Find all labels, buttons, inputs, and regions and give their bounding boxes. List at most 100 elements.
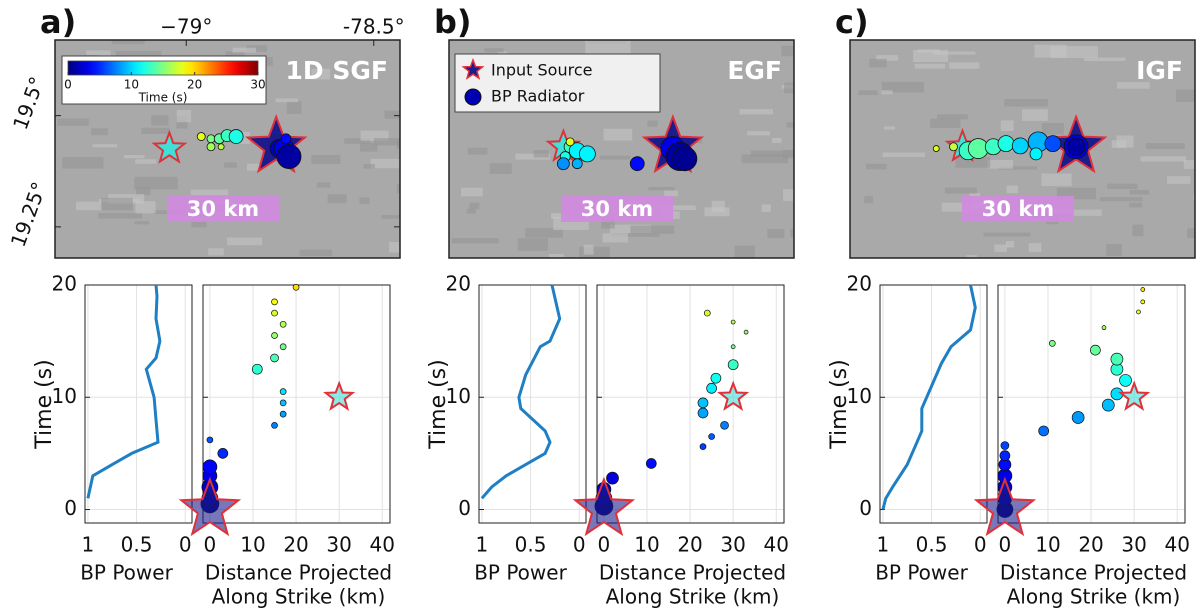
terrain-patch	[579, 247, 610, 258]
bp-radiator	[728, 360, 738, 370]
terrain-patch	[966, 255, 977, 268]
x-tick-label: 40	[370, 533, 395, 557]
x-tick-label: 0.5	[515, 533, 547, 557]
terrain-patch	[227, 238, 262, 246]
terrain-patch	[739, 109, 773, 114]
x-tick-label: 0	[573, 533, 586, 557]
panel-label: c)	[835, 3, 869, 41]
y-tick-label: 20	[52, 272, 77, 296]
y-axis-label: Time (s)	[426, 359, 451, 449]
terrain-patch	[603, 129, 632, 141]
terrain-patch	[930, 119, 960, 128]
terrain-patch	[712, 201, 725, 212]
bp-radiator	[272, 422, 278, 428]
bp-radiator	[579, 146, 595, 162]
terrain-patch	[630, 226, 674, 234]
x-axis-label: BP Power	[875, 561, 968, 585]
terrain-patch	[949, 62, 979, 68]
terrain-patch	[484, 48, 503, 52]
x-axis-label: Distance Projected	[599, 561, 786, 585]
axes-frame	[479, 285, 586, 523]
x-tick-label: 0	[179, 533, 192, 557]
bp-radiator	[1067, 138, 1085, 156]
colorbar-tick-label: 30	[250, 78, 265, 92]
legend-label: BP Radiator	[491, 87, 585, 106]
bp-radiator	[272, 310, 278, 316]
terrain-patch	[584, 245, 594, 255]
terrain-patch	[389, 242, 431, 252]
bp-radiator	[673, 147, 697, 171]
terrain-patch	[91, 128, 108, 135]
bp-radiator	[1039, 426, 1049, 436]
terrain-patch	[141, 128, 169, 134]
terrain-patch	[864, 196, 873, 203]
scalebar-label: 30 km	[982, 197, 1054, 221]
terrain-patch	[1022, 109, 1048, 121]
bp-radiator	[218, 448, 228, 458]
terrain-patch	[858, 90, 877, 95]
bp-radiator	[731, 320, 735, 324]
terrain-patch	[134, 177, 177, 189]
terrain-patch	[359, 197, 369, 204]
figure: a)1D SGF−79°-78.5°19.5°19.25°30 km010203…	[0, 0, 1196, 613]
x-tick-label: 40	[1165, 533, 1190, 557]
bp-radiator	[950, 143, 958, 151]
terrain-patch	[747, 131, 770, 135]
terrain-patch	[945, 188, 977, 194]
terrain-patch	[1167, 176, 1190, 184]
bp-radiator	[252, 364, 262, 374]
terrain-patch	[1042, 123, 1064, 135]
terrain-patch	[1041, 174, 1071, 187]
terrain-patch	[647, 121, 657, 127]
terrain-patch	[1184, 160, 1196, 169]
terrain-patch	[783, 150, 798, 159]
terrain-patch	[112, 40, 145, 44]
terrain-patch	[134, 221, 149, 224]
terrain-patch	[1034, 45, 1066, 58]
x-tick-label: 1	[877, 533, 890, 557]
y-tick-label: 0	[458, 496, 471, 520]
y-axis-label: Time (s)	[827, 359, 852, 449]
input-source	[575, 480, 632, 534]
terrain-patch	[869, 59, 886, 68]
bp-radiator	[218, 144, 224, 150]
terrain-patch	[135, 159, 156, 164]
terrain-patch	[101, 198, 133, 211]
x-tick-label: 20	[1078, 533, 1103, 557]
y-axis-label: Time (s)	[32, 359, 57, 449]
x-axis-label: Distance Projected	[205, 561, 392, 585]
terrain-patch	[1141, 156, 1187, 161]
terrain-patch	[918, 49, 940, 52]
bp-radiator	[1049, 340, 1055, 346]
bp-radiator	[281, 134, 291, 144]
y-tick-label: 19.5°	[8, 73, 49, 132]
terrain-patch	[734, 246, 755, 259]
map-title: EGF	[727, 56, 782, 85]
x-tick-label: 10	[240, 533, 265, 557]
bp-radiator	[1000, 451, 1010, 461]
bp-radiator	[1141, 287, 1145, 291]
y-tick-label: 0	[859, 496, 872, 520]
bp-radiator	[207, 437, 213, 443]
terrain-patch	[1176, 90, 1196, 102]
bp-radiator	[572, 159, 582, 169]
terrain-patch	[1106, 244, 1122, 256]
bp-radiator	[1072, 411, 1084, 423]
bp-radiator	[1102, 326, 1106, 330]
terrain-patch	[62, 157, 103, 168]
terrain-patch	[1029, 243, 1042, 252]
y-tick-label: 20	[847, 272, 872, 296]
terrain-patch	[461, 188, 483, 197]
terrain-patch	[151, 115, 168, 125]
bp-radiator	[1030, 148, 1042, 160]
x-tick-label: 10	[634, 533, 659, 557]
bp-radiator	[1090, 345, 1100, 355]
bp-radiator	[280, 400, 286, 406]
terrain-patch	[762, 204, 771, 211]
x-tick-label: 0	[204, 533, 217, 557]
bp-radiator	[1136, 310, 1140, 314]
bp-radiator	[1001, 442, 1009, 450]
terrain-patch	[1006, 241, 1014, 247]
x-tick-label: 40	[764, 533, 789, 557]
terrain-patch	[534, 150, 549, 158]
